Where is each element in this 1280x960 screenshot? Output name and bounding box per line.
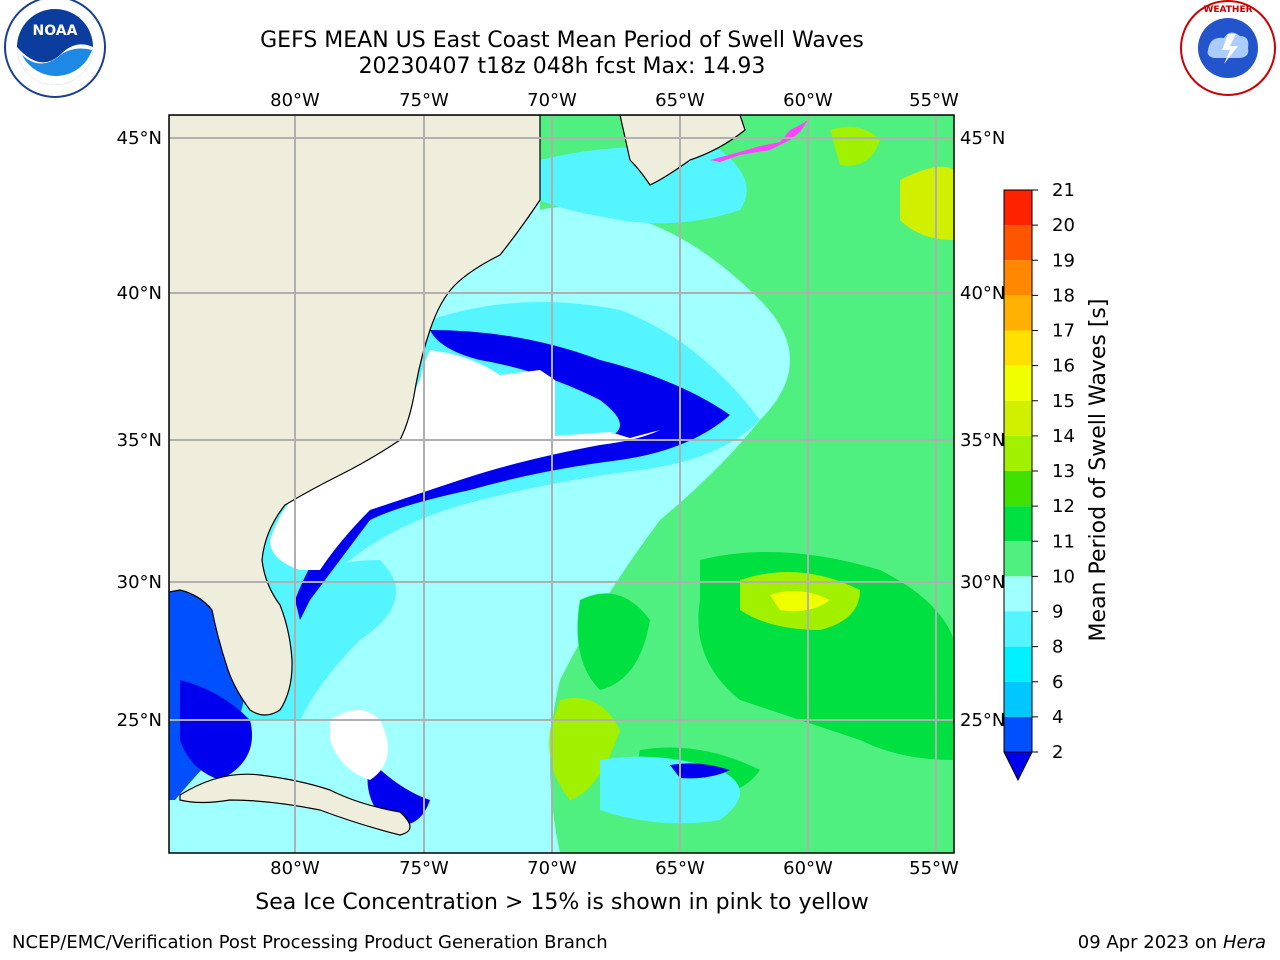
lon-label-bottom: 80°W bbox=[270, 858, 320, 879]
lon-label-top: 65°W bbox=[655, 90, 705, 111]
lon-label-top: 80°W bbox=[270, 90, 320, 111]
colorbar-tick-label: 12 bbox=[1052, 496, 1075, 517]
colorbar-segment bbox=[1004, 471, 1032, 507]
colorbar-segment bbox=[1004, 330, 1032, 366]
svg-text:WEATHER: WEATHER bbox=[1203, 5, 1252, 15]
colorbar-segment bbox=[1004, 541, 1032, 577]
noaa-logo-icon: NOAA bbox=[4, 0, 106, 98]
lon-label-top: 75°W bbox=[399, 90, 449, 111]
colorbar-segment bbox=[1004, 295, 1032, 331]
colorbar-tick-label: 21 bbox=[1052, 180, 1075, 201]
colorbar-segment bbox=[1004, 365, 1032, 401]
lon-label-bottom: 65°W bbox=[655, 858, 705, 879]
lon-label-bottom: 75°W bbox=[399, 858, 449, 879]
map-title-line1: GEFS MEAN US East Coast Mean Period of S… bbox=[260, 28, 864, 53]
lon-label-top: 55°W bbox=[909, 90, 959, 111]
colorbar-segment bbox=[1004, 681, 1032, 717]
colorbar: 2 4 6 8 9 10 11 12 13 14 15 16 17 18 19 20 21 bbox=[1003, 180, 1075, 782]
lon-label-bottom: 60°W bbox=[783, 858, 833, 879]
colorbar-tick-label: 19 bbox=[1052, 250, 1075, 271]
svg-text:NOAA: NOAA bbox=[33, 23, 78, 39]
lat-label-left: 45°N bbox=[117, 128, 162, 149]
colorbar-tick-label: 2 bbox=[1052, 742, 1063, 763]
colorbar-tick-label: 6 bbox=[1052, 672, 1063, 693]
colorbar-tick-label: 9 bbox=[1052, 602, 1063, 623]
colorbar-label: Mean Period of Swell Waves [s] bbox=[1086, 299, 1111, 642]
colorbar-segment bbox=[1004, 506, 1032, 542]
colorbar-segment bbox=[1004, 576, 1032, 612]
colorbar-tick-label: 18 bbox=[1052, 285, 1075, 306]
colorbar-segment bbox=[1004, 611, 1032, 647]
lat-label-left: 40°N bbox=[117, 283, 162, 304]
lat-label-left: 30°N bbox=[117, 572, 162, 593]
lon-label-bottom: 70°W bbox=[527, 858, 577, 879]
colorbar-segment bbox=[1004, 190, 1032, 226]
colorbar-segment bbox=[1004, 716, 1032, 752]
lat-label-right: 40°N bbox=[960, 283, 1005, 304]
map-title-line2: 20230407 t18z 048h fcst Max: 14.93 bbox=[358, 54, 766, 79]
colorbar-segment bbox=[1004, 260, 1032, 296]
colorbar-tick-label: 16 bbox=[1052, 356, 1075, 377]
lat-label-left: 35°N bbox=[117, 430, 162, 451]
sea-ice-caption: Sea Ice Concentration > 15% is shown in … bbox=[255, 890, 869, 915]
colorbar-segment bbox=[1004, 225, 1032, 261]
colorbar-segment bbox=[1004, 435, 1032, 471]
lat-label-right: 35°N bbox=[960, 430, 1005, 451]
lon-label-bottom: 55°W bbox=[909, 858, 959, 879]
lon-label-top: 60°W bbox=[783, 90, 833, 111]
footer-host: Hera bbox=[1222, 932, 1266, 953]
footer-date-text: 09 Apr 2023 on bbox=[1077, 932, 1223, 953]
colorbar-tick-label: 14 bbox=[1052, 426, 1075, 447]
colorbar-tick-label: 10 bbox=[1052, 566, 1075, 587]
colorbar-tick-label: 11 bbox=[1052, 531, 1075, 552]
lat-label-right: 45°N bbox=[960, 128, 1005, 149]
lon-label-top: 70°W bbox=[527, 90, 577, 111]
footer-credit: NCEP/EMC/Verification Post Processing Pr… bbox=[12, 932, 608, 953]
lat-label-right: 30°N bbox=[960, 572, 1005, 593]
lat-label-right: 25°N bbox=[960, 710, 1005, 731]
colorbar-segment bbox=[1004, 400, 1032, 436]
colorbar-tick-label: 15 bbox=[1052, 391, 1075, 412]
colorbar-tick-label: 4 bbox=[1052, 707, 1063, 728]
colorbar-tick-label: 17 bbox=[1052, 321, 1075, 342]
footer-date: 09 Apr 2023 on Hera bbox=[1078, 932, 1266, 953]
colorbar-tick-label: 13 bbox=[1052, 461, 1075, 482]
colorbar-under-arrow bbox=[1003, 751, 1033, 782]
colorbar-tick-label: 20 bbox=[1052, 215, 1075, 236]
nws-logo-icon: WEATHER bbox=[1180, 0, 1276, 96]
colorbar-segment bbox=[1004, 646, 1032, 682]
lat-label-left: 25°N bbox=[117, 710, 162, 731]
colorbar-tick-label: 8 bbox=[1052, 637, 1063, 658]
